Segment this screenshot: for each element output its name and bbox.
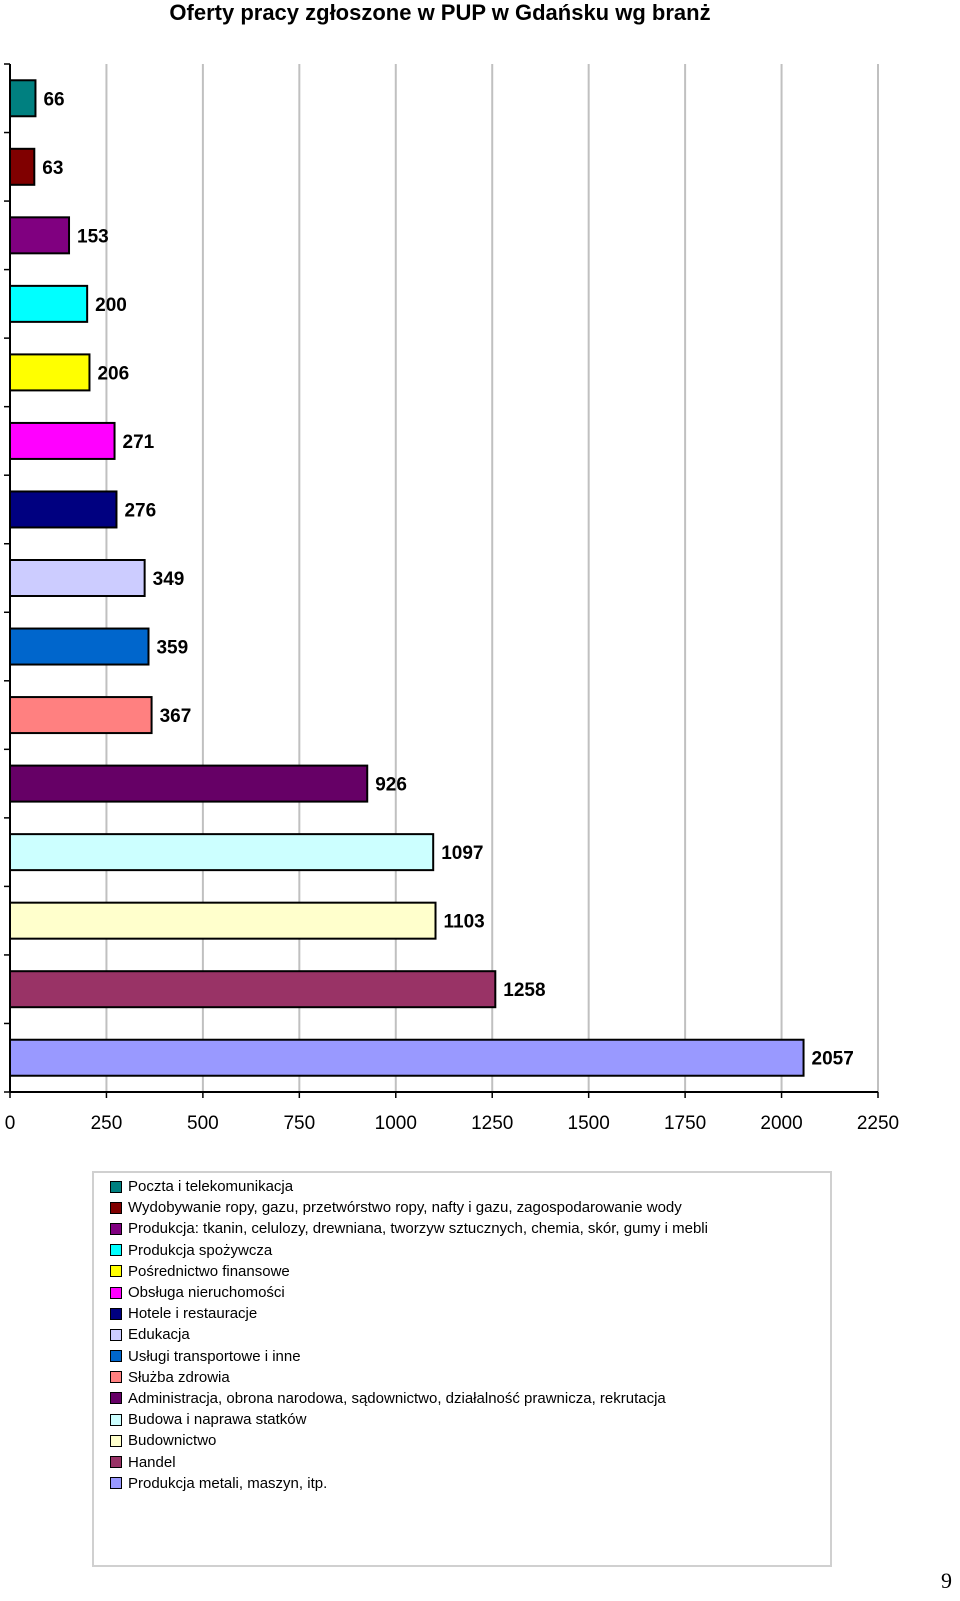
legend-item: Usługi transportowe i inne <box>110 1346 830 1367</box>
bar <box>9 833 435 872</box>
bar <box>9 216 71 255</box>
bar <box>9 1038 805 1077</box>
bar <box>9 970 497 1009</box>
legend-item: Produkcja metali, maszyn, itp. <box>110 1473 830 1494</box>
data-label: 63 <box>42 158 63 179</box>
x-tick-label: 500 <box>187 1113 219 1134</box>
legend-label: Hotele i restauracje <box>128 1305 258 1323</box>
legend-label: Poczta i telekomunikacja <box>128 1178 294 1196</box>
gridlines <box>105 64 879 1092</box>
legend-label: Budowa i naprawa statków <box>128 1411 307 1429</box>
data-label: 2057 <box>812 1049 854 1070</box>
legend-item: Produkcja spożywcza <box>110 1240 830 1261</box>
bar <box>9 353 91 392</box>
legend-swatch <box>110 1413 122 1426</box>
x-tick-label: 2250 <box>857 1113 899 1134</box>
legend-label: Produkcja spożywcza <box>128 1241 273 1259</box>
legend-swatch <box>110 1222 122 1235</box>
legend-swatch <box>110 1392 122 1405</box>
legend-item: Administracja, obrona narodowa, sądownic… <box>110 1388 830 1409</box>
bars <box>9 79 805 1077</box>
legend-swatch <box>110 1434 122 1447</box>
bar <box>9 764 369 803</box>
legend-item: Wydobywanie ropy, gazu, przetwórstwo rop… <box>110 1197 830 1218</box>
legend-swatch <box>110 1456 122 1469</box>
x-tick-label: 1500 <box>568 1113 610 1134</box>
legend-label: Wydobywanie ropy, gazu, przetwórstwo rop… <box>128 1199 682 1217</box>
x-tick-label: 750 <box>283 1113 315 1134</box>
data-label: 1097 <box>441 843 483 864</box>
chart-title: Oferty pracy zgłoszone w PUP w Gdańsku w… <box>169 0 711 25</box>
legend-label: Pośrednictwo finansowe <box>128 1262 290 1280</box>
legend-swatch <box>110 1307 122 1320</box>
legend-item: Edukacja <box>110 1324 830 1345</box>
legend: Poczta i telekomunikacja Wydobywanie ropy… <box>92 1171 832 1567</box>
data-label: 271 <box>123 432 155 453</box>
x-tick-label: 2000 <box>760 1113 802 1134</box>
legend-item: Produkcja: tkanin, celulozy, drewniana, … <box>110 1218 830 1239</box>
bar <box>9 284 89 323</box>
legend-label: Obsługa nieruchomości <box>128 1284 285 1302</box>
legend-label: Służba zdrowia <box>128 1368 230 1386</box>
bar <box>9 490 118 529</box>
legend-swatch <box>110 1201 122 1214</box>
legend-swatch <box>110 1328 122 1341</box>
data-label: 1258 <box>503 980 545 1001</box>
data-label: 276 <box>124 500 156 521</box>
bar <box>9 559 146 597</box>
legend-swatch <box>110 1180 122 1193</box>
data-label: 66 <box>43 89 64 110</box>
legend-swatch <box>110 1265 122 1278</box>
x-tick-label: 1250 <box>471 1113 513 1134</box>
bar <box>9 627 150 666</box>
legend-item: Budowa i naprawa statków <box>110 1409 830 1430</box>
legend-label: Budownictwo <box>128 1432 217 1450</box>
data-label: 206 <box>97 363 129 384</box>
legend-item: Budownictwo <box>110 1430 830 1451</box>
page-number: 9 <box>941 1568 952 1593</box>
data-label: 153 <box>77 226 109 247</box>
legend-label: Edukacja <box>128 1326 190 1344</box>
legend-swatch <box>110 1371 122 1384</box>
data-label: 926 <box>375 775 407 796</box>
legend-swatch <box>110 1350 122 1363</box>
legend-label: Produkcja metali, maszyn, itp. <box>128 1474 328 1492</box>
bar <box>9 421 116 460</box>
legend-swatch <box>110 1244 122 1257</box>
data-label: 1103 <box>444 912 485 933</box>
bar <box>9 79 37 118</box>
data-label: 349 <box>153 569 185 590</box>
legend-item: Hotele i restauracje <box>110 1303 830 1324</box>
legend-item: Służba zdrowia <box>110 1367 830 1388</box>
bar-chart: 66 63 153 200 206 271 276 349 359 367 926 1097 1103 1… <box>4 63 899 1134</box>
legend-label: Administracja, obrona narodowa, sądownic… <box>128 1389 666 1407</box>
legend-swatch <box>110 1477 122 1490</box>
x-tick-label: 1000 <box>375 1113 417 1134</box>
legend-label: Handel <box>128 1453 176 1471</box>
data-label: 200 <box>95 295 127 316</box>
data-labels: 66 63 153 200 206 271 276 349 359 367 926 1097 1103 1… <box>42 89 854 1069</box>
legend-item: Pośrednictwo finansowe <box>110 1261 830 1282</box>
data-label: 367 <box>160 706 192 727</box>
legend-label: Usługi transportowe i inne <box>128 1347 301 1365</box>
x-tick-labels: 0 250 500 750 1000 1250 1500 1750 2000 2250 <box>5 1113 899 1134</box>
data-label: 359 <box>156 638 188 659</box>
legend-item: Poczta i telekomunikacja <box>110 1176 830 1197</box>
legend-item: Obsługa nieruchomości <box>110 1282 830 1303</box>
bar <box>9 901 437 940</box>
x-tick-label: 250 <box>91 1113 123 1134</box>
x-tick-label: 1750 <box>664 1113 706 1134</box>
legend-label: Produkcja: tkanin, celulozy, drewniana, … <box>128 1220 708 1238</box>
legend-item: Handel <box>110 1451 830 1472</box>
x-tick-label: 0 <box>5 1113 16 1134</box>
legend-swatch <box>110 1286 122 1299</box>
bar <box>9 696 153 735</box>
bar <box>9 147 36 186</box>
